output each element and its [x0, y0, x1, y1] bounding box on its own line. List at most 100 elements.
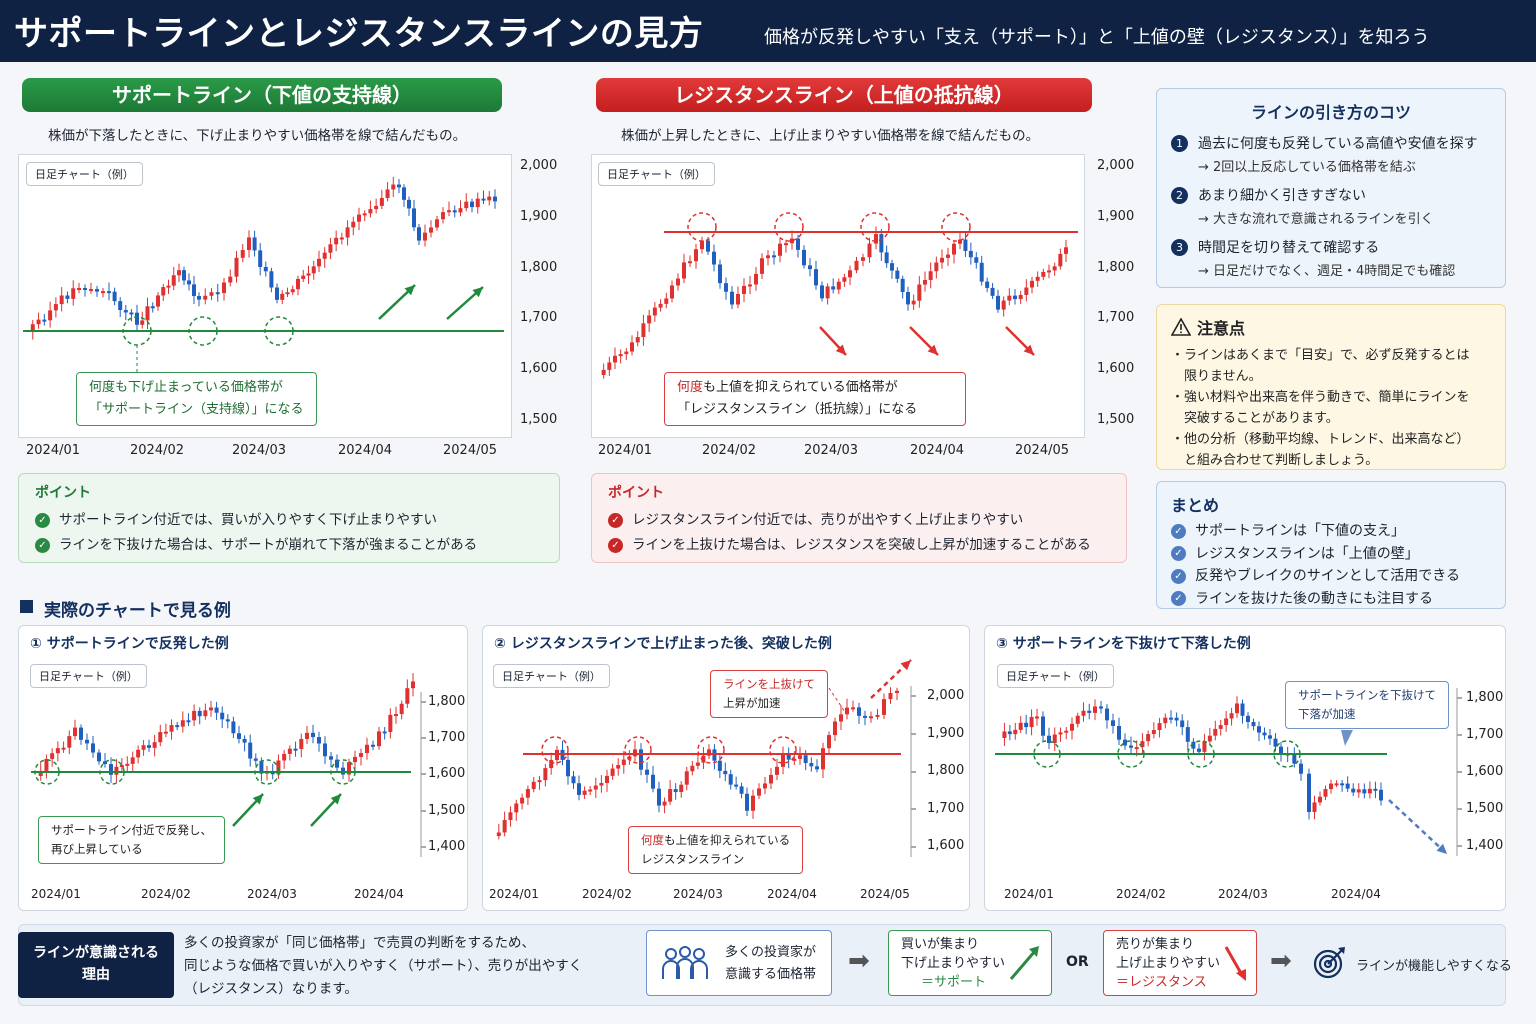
- candle-body: [282, 753, 287, 761]
- candle-body: [618, 354, 623, 357]
- candle-body: [452, 210, 457, 213]
- candle-body: [280, 293, 285, 300]
- touch-point-marker: [188, 316, 218, 346]
- candle-body: [798, 755, 802, 759]
- candle-body: [990, 287, 995, 296]
- candle-body: [475, 198, 480, 208]
- candle-body: [1207, 735, 1212, 742]
- y-tick: 1,800: [520, 260, 558, 275]
- touch-point-marker: [774, 212, 804, 242]
- x-tick: 2024/05: [443, 443, 498, 458]
- candle-body: [831, 286, 836, 290]
- example-2-tag: 日足チャート（例）: [493, 664, 610, 688]
- candle-body: [717, 760, 722, 771]
- x-tick: 2024/04: [338, 443, 393, 458]
- candle-body: [1379, 789, 1383, 801]
- candle-body: [1202, 741, 1207, 752]
- x-tick: 2024/01: [489, 887, 539, 901]
- x-tick: 2024/03: [1218, 887, 1268, 901]
- candle-body: [290, 289, 295, 293]
- candle-body: [911, 300, 916, 305]
- candle-body: [55, 748, 60, 754]
- candle-body: [857, 707, 861, 716]
- candle-body: [668, 789, 673, 802]
- candle-body: [630, 342, 634, 352]
- candle-body: [402, 187, 406, 200]
- candle-body: [1373, 788, 1378, 791]
- candle-body: [845, 707, 849, 715]
- candle-body: [1329, 783, 1333, 790]
- candle-body: [814, 269, 818, 286]
- candle-body: [525, 789, 530, 798]
- up-arrow-icon: [1009, 946, 1039, 980]
- y-tick: 1,900: [927, 726, 965, 741]
- candle-body: [1075, 715, 1080, 724]
- candle-body: [724, 283, 728, 292]
- candle-body: [718, 264, 722, 284]
- people-icon: [662, 946, 708, 979]
- candle-body: [1105, 708, 1109, 721]
- callout-connector: [828, 687, 846, 713]
- candle-body: [252, 237, 257, 251]
- candle-body: [707, 749, 711, 756]
- candle-body: [79, 727, 83, 740]
- candle-body: [601, 369, 606, 375]
- candle-body: [742, 285, 746, 294]
- x-tick: 2024/03: [804, 443, 859, 458]
- candle-body: [220, 712, 225, 720]
- candle-body: [328, 244, 333, 253]
- candle-body: [543, 768, 548, 781]
- trend-arrow-head: [927, 344, 938, 355]
- candle-body: [169, 725, 174, 732]
- candle-body: [1213, 728, 1218, 736]
- candle-body: [900, 278, 905, 293]
- x-tick: 2024/02: [130, 443, 185, 458]
- touch-point-marker: [941, 212, 971, 242]
- candle-body: [371, 744, 375, 747]
- resistance-callout: 何度も上値を抑えられている価格帯が 「レジスタンスライン（抵抗線）」になる: [664, 372, 966, 426]
- x-tick: 2024/05: [860, 887, 910, 901]
- candle-body: [365, 744, 369, 754]
- touch-point-marker: [99, 759, 125, 785]
- candle-body: [1035, 276, 1040, 281]
- candle-body: [808, 265, 812, 270]
- candle-body: [730, 291, 734, 305]
- touch-point-marker: [1117, 740, 1145, 768]
- touch-point-marker: [1187, 740, 1215, 768]
- candle-body: [682, 262, 686, 279]
- candle-body: [1351, 788, 1356, 793]
- candle-body: [1024, 722, 1029, 728]
- candle-body: [890, 263, 894, 271]
- candle-body: [582, 790, 587, 795]
- candle-body: [1013, 729, 1018, 735]
- candle-body: [423, 232, 427, 241]
- candle-body: [441, 212, 445, 220]
- candle-body: [760, 258, 764, 274]
- candle-body: [97, 752, 101, 762]
- candle-body: [1334, 783, 1339, 786]
- candle-body: [1240, 703, 1245, 716]
- candle-body: [1093, 706, 1097, 713]
- candle-body: [1157, 723, 1162, 731]
- candle-body: [748, 284, 752, 287]
- point-title: ポイント: [35, 485, 91, 501]
- candle-body: [269, 271, 274, 288]
- candle-body: [1180, 720, 1185, 728]
- candle-body: [1191, 741, 1196, 749]
- candle-body: [158, 732, 163, 743]
- candle-body: [248, 742, 253, 759]
- candle-body: [786, 753, 791, 760]
- resistance-desc: 株価が上昇したときに、上げ止まりやすい価格帯を線で結んだもの。: [621, 128, 1040, 144]
- candle-body: [963, 239, 968, 251]
- candle-body: [130, 757, 135, 764]
- callout-line: 「レジスタンスライン（抵抗線）」になる: [677, 402, 918, 417]
- candle-body: [621, 759, 626, 766]
- candle-body: [145, 306, 150, 321]
- x-tick: 2024/02: [141, 887, 191, 901]
- candle-body: [662, 801, 667, 806]
- candle-body: [1058, 253, 1063, 267]
- check-icon: ✓: [35, 538, 50, 553]
- candle-body: [1047, 735, 1051, 744]
- support-desc: 株価が下落したときに、下げ止まりやすい価格帯を線で結んだもの。: [48, 128, 467, 144]
- candle-body: [225, 719, 230, 722]
